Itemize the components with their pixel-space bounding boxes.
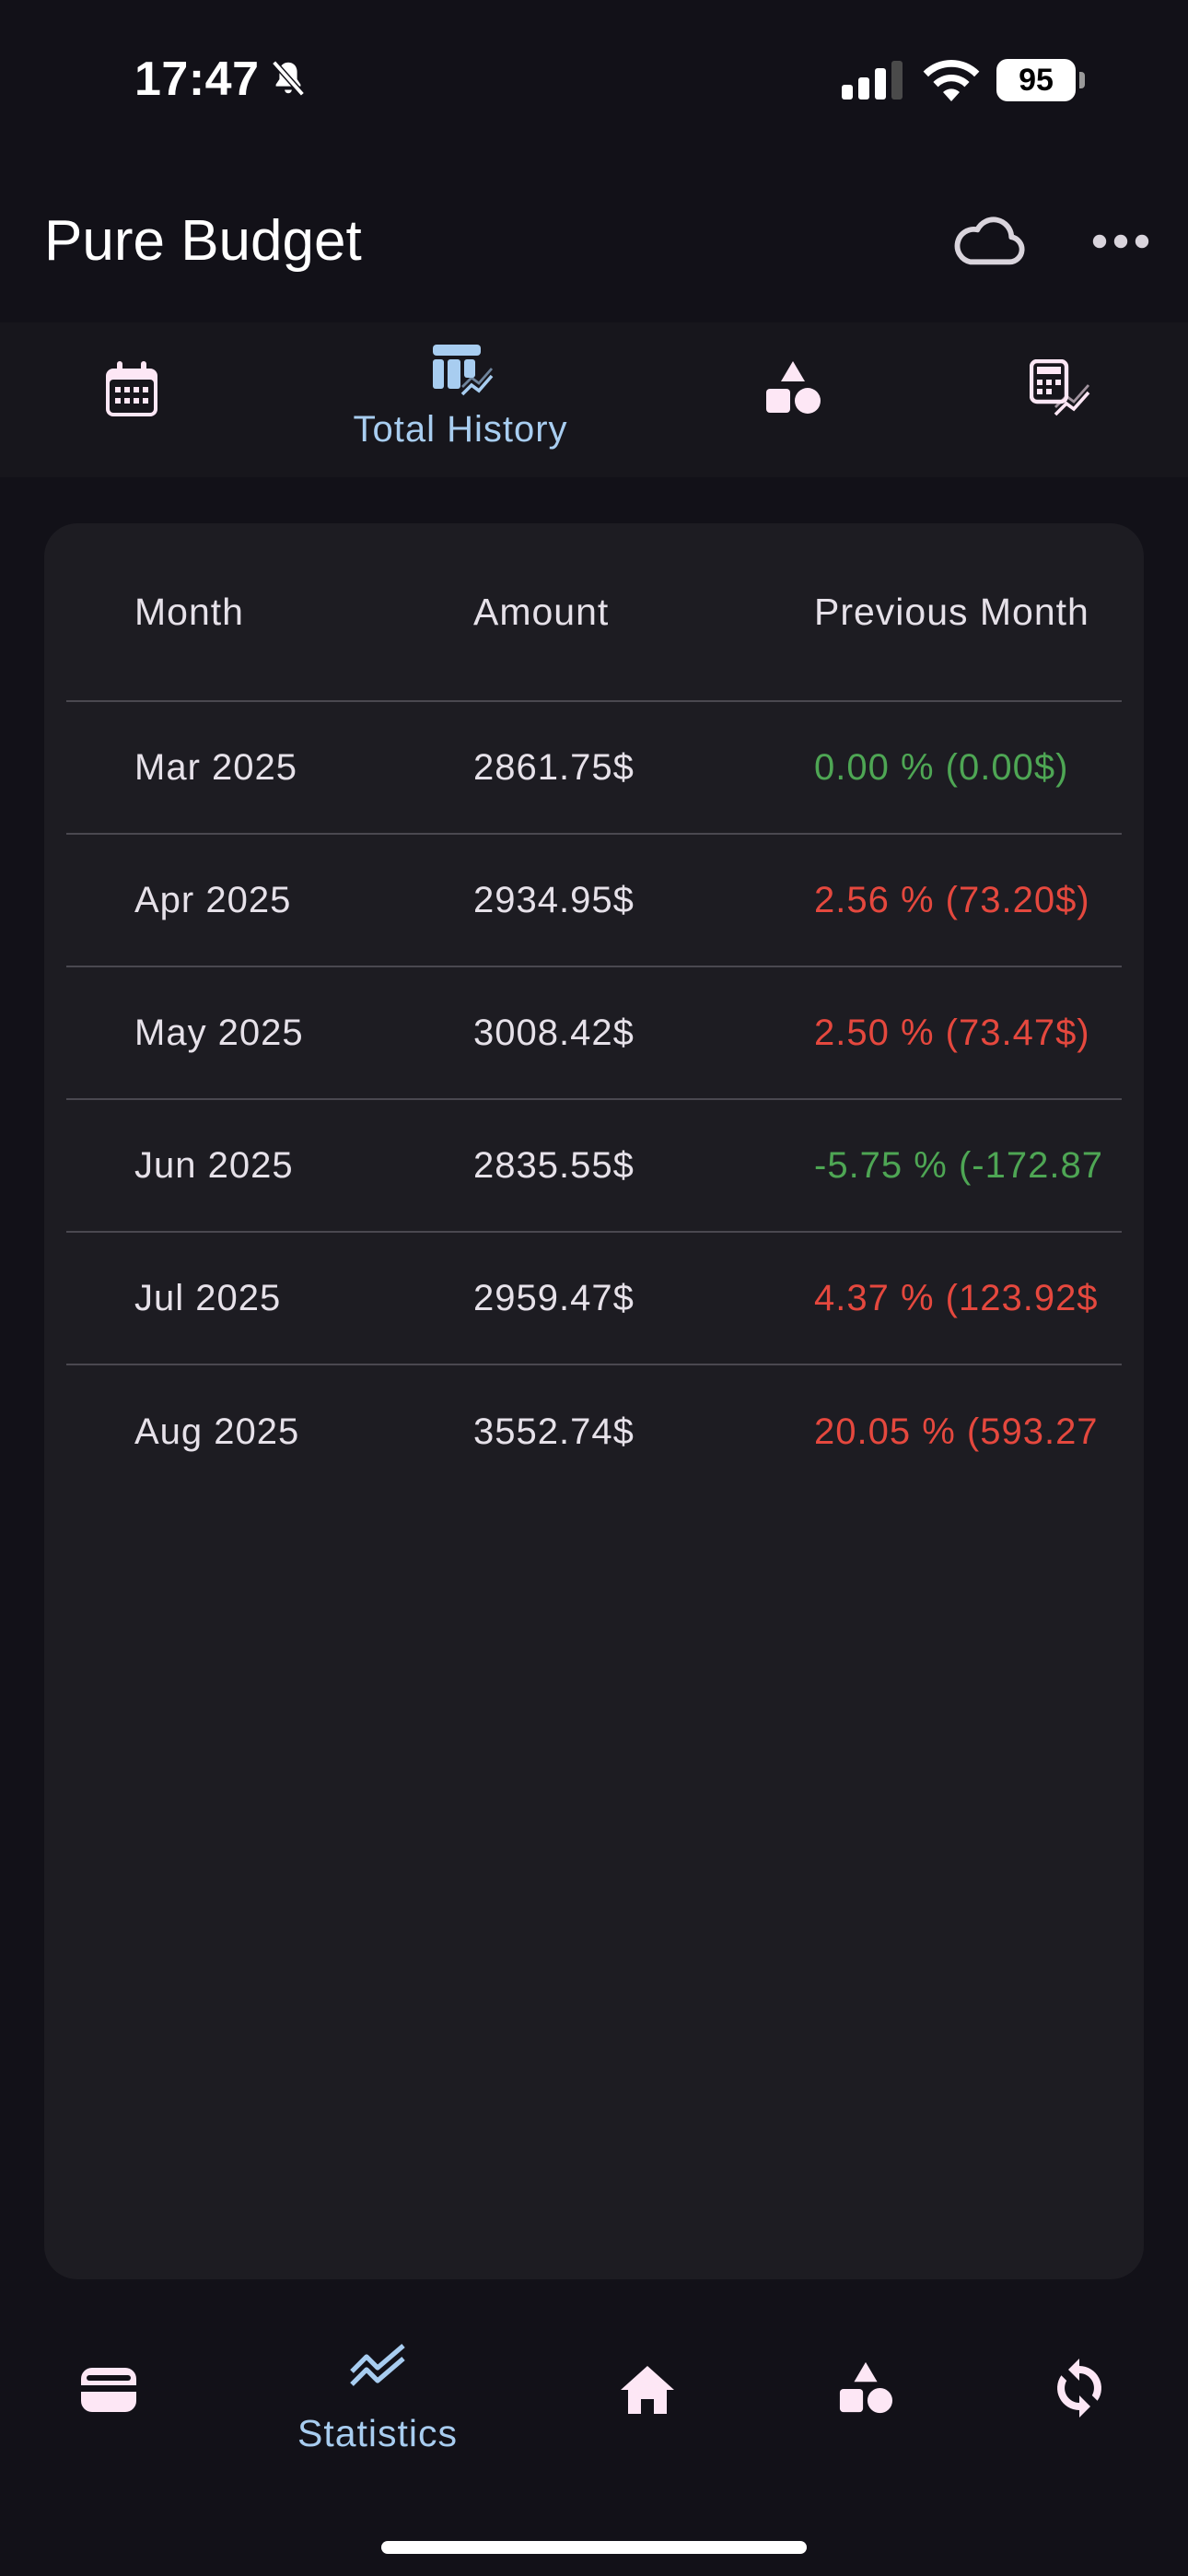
nav-statistics[interactable]: Statistics — [276, 2303, 479, 2488]
status-bar: 17:47 95 — [0, 0, 1188, 157]
column-header-month: Month — [134, 590, 244, 633]
tab-calendar[interactable] — [55, 322, 208, 477]
nav-sync[interactable] — [1011, 2303, 1149, 2488]
table-row: Aug 2025 3552.74$ 20.05 % (593.27 — [66, 1365, 1122, 1498]
tab-bar: Total History — [0, 322, 1188, 477]
calendar-icon — [106, 361, 157, 416]
row-change: 20.05 % (593.27 — [814, 1411, 1099, 1452]
signal-icon — [842, 61, 903, 100]
tab-label-total-history: Total History — [353, 409, 568, 450]
row-amount: 3552.74$ — [473, 1411, 635, 1452]
tab-categories[interactable] — [718, 322, 866, 477]
row-month: Jun 2025 — [134, 1144, 294, 1186]
row-month: May 2025 — [134, 1012, 304, 1053]
row-month: Mar 2025 — [134, 746, 297, 788]
nav-categories[interactable] — [796, 2303, 934, 2488]
wallet-icon — [81, 2368, 136, 2412]
battery-tip — [1079, 72, 1085, 88]
row-amount: 2934.95$ — [473, 879, 635, 920]
table-row: May 2025 3008.42$ 2.50 % (73.47$) — [66, 967, 1122, 1100]
statistics-icon — [350, 2344, 405, 2386]
table-row: Jun 2025 2835.55$ -5.75 % (-172.87 — [66, 1100, 1122, 1233]
table-row: Jul 2025 2959.47$ 4.37 % (123.92$ — [66, 1233, 1122, 1365]
wifi-icon — [923, 60, 980, 101]
history-table: Month Amount Previous Month Mar 2025 286… — [66, 523, 1122, 1498]
more-icon[interactable] — [1090, 214, 1151, 269]
table-header: Month Amount Previous Month — [66, 523, 1122, 702]
app-title: Pure Budget — [44, 209, 362, 273]
categories-icon — [839, 2361, 893, 2414]
history-card: Month Amount Previous Month Mar 2025 286… — [44, 523, 1144, 2279]
column-header-amount: Amount — [473, 590, 610, 633]
cloud-icon[interactable] — [949, 208, 1028, 273]
table-chart-icon — [433, 345, 494, 396]
table-row: Mar 2025 2861.75$ 0.00 % (0.00$) — [66, 702, 1122, 835]
status-time: 17:47 — [134, 53, 260, 106]
row-amount: 2959.47$ — [473, 1277, 635, 1318]
nav-home[interactable] — [578, 2303, 716, 2488]
categories-icon — [766, 361, 821, 414]
column-header-previous-month: Previous Month — [814, 590, 1089, 633]
home-icon — [621, 2366, 674, 2414]
home-indicator — [381, 2541, 807, 2554]
tab-total-history[interactable]: Total History — [313, 322, 608, 477]
row-change: -5.75 % (-172.87 — [814, 1144, 1103, 1186]
row-month: Apr 2025 — [134, 879, 292, 920]
battery-icon: 95 — [996, 59, 1085, 101]
row-change: 0.00 % (0.00$) — [814, 746, 1069, 788]
table-row: Apr 2025 2934.95$ 2.56 % (73.20$) — [66, 835, 1122, 967]
bell-slash-icon — [272, 60, 305, 97]
row-change: 2.50 % (73.47$) — [814, 1012, 1090, 1053]
nav-label-statistics: Statistics — [297, 2412, 459, 2454]
row-month: Jul 2025 — [134, 1277, 282, 1318]
tab-calculator-chart[interactable] — [985, 322, 1133, 477]
row-change: 4.37 % (123.92$ — [814, 1277, 1099, 1318]
calculator-chart-icon — [1030, 359, 1090, 416]
row-month: Aug 2025 — [134, 1411, 300, 1452]
nav-wallet[interactable] — [37, 2303, 181, 2488]
sync-icon — [1057, 2359, 1101, 2418]
row-amount: 2835.55$ — [473, 1144, 635, 1186]
row-change: 2.56 % (73.20$) — [814, 879, 1090, 920]
row-amount: 3008.42$ — [473, 1012, 635, 1053]
row-amount: 2861.75$ — [473, 746, 635, 788]
bottom-nav: Statistics — [0, 2303, 1188, 2576]
battery-level: 95 — [996, 59, 1076, 101]
